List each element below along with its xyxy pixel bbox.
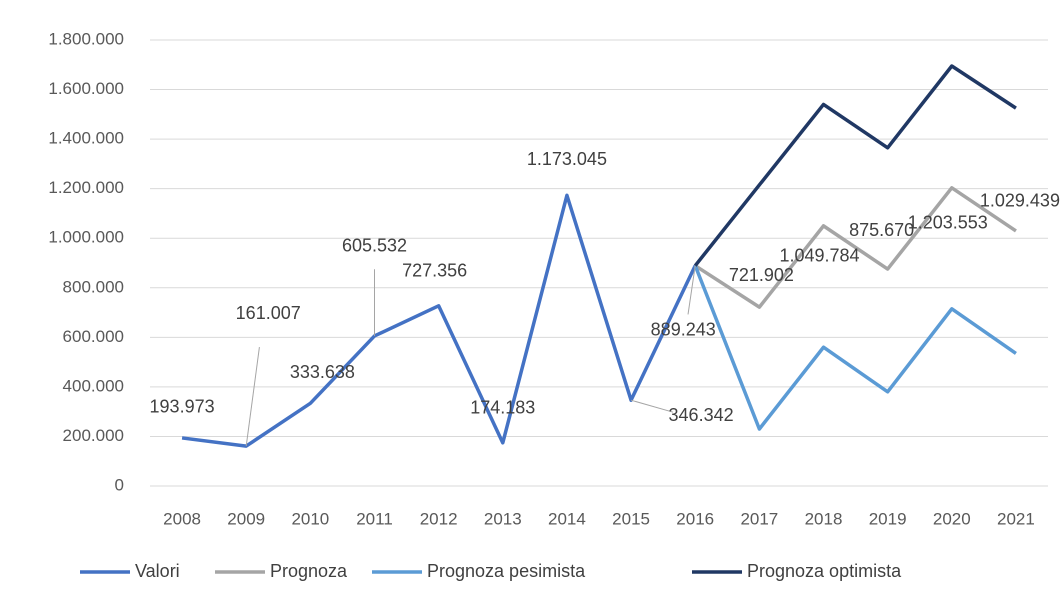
legend-label: Prognoza optimista: [747, 561, 902, 581]
data-label: 174.183: [470, 398, 535, 418]
data-label: 1.203.553: [908, 213, 988, 233]
data-label: 727.356: [402, 261, 467, 281]
x-tick-label: 2012: [420, 509, 458, 528]
x-tick-label: 2011: [356, 509, 393, 528]
data-label: 605.532: [342, 236, 407, 256]
data-label: 1.049.784: [779, 246, 859, 266]
x-tick-label: 2015: [612, 509, 650, 528]
x-tick-label: 2014: [548, 509, 586, 528]
legend-label: Prognoza: [270, 561, 348, 581]
series-line: [693, 64, 1017, 267]
data-label: 161.007: [236, 303, 301, 323]
leader-line: [630, 399, 674, 413]
x-tick-label: 2021: [997, 509, 1035, 528]
x-tick-label: 2016: [676, 509, 714, 528]
x-tick-label: 2009: [227, 509, 265, 528]
x-tick-label: 2018: [805, 509, 843, 528]
x-tick-label: 2010: [291, 509, 329, 528]
series-line: [693, 265, 1017, 431]
y-tick-label: 1.200.000: [48, 178, 124, 197]
y-tick-label: 1.800.000: [48, 29, 124, 48]
x-tick-label: 2013: [484, 509, 522, 528]
y-tick-label: 600.000: [63, 327, 124, 346]
y-tick-label: 1.600.000: [48, 79, 124, 98]
x-tick-label: 2017: [740, 509, 778, 528]
data-label: 193.973: [150, 397, 215, 417]
legend-label: Valori: [135, 561, 180, 581]
y-tick-label: 800.000: [63, 277, 124, 296]
data-label: 875.670: [849, 220, 914, 240]
x-tick-label: 2019: [869, 509, 907, 528]
data-label: 889.243: [651, 319, 716, 339]
leader-line: [245, 347, 260, 447]
y-tick-label: 1.400.000: [48, 129, 124, 148]
x-tick-label: 2008: [163, 509, 201, 528]
y-tick-label: 400.000: [63, 376, 124, 395]
leader-line: [687, 265, 696, 315]
y-tick-label: 200.000: [63, 426, 124, 445]
data-label: 1.173.045: [527, 149, 607, 169]
legend-label: Prognoza pesimista: [427, 561, 586, 581]
series-line: [181, 193, 697, 448]
data-label: 1.029.439: [980, 191, 1060, 211]
y-tick-label: 0: [115, 475, 124, 494]
data-label: 333.638: [290, 362, 355, 382]
x-tick-label: 2020: [933, 509, 971, 528]
y-tick-label: 1.000.000: [48, 228, 124, 247]
data-label: 346.342: [669, 405, 734, 425]
data-label: 721.902: [729, 265, 794, 285]
series-line: [694, 186, 1017, 309]
